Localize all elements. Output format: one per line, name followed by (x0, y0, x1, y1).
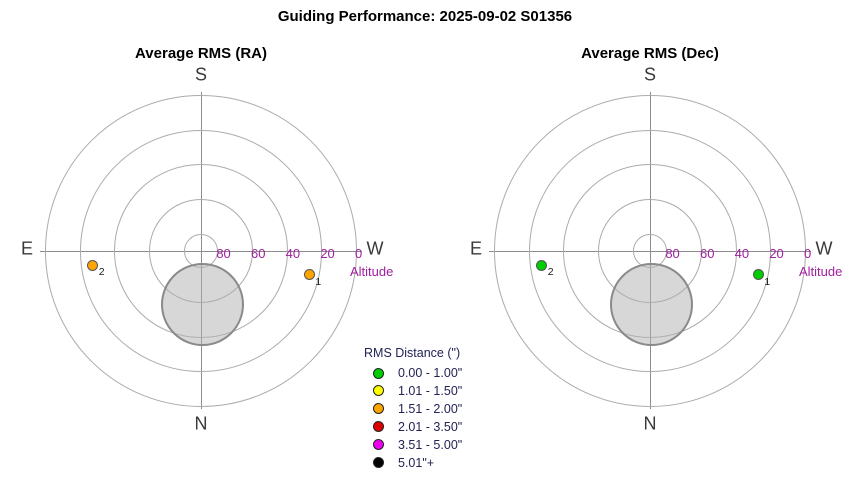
horizon-obstruction-circle (609, 262, 693, 346)
compass-label-n: N (194, 413, 208, 434)
legend-label: 3.51 - 5.00" (398, 437, 463, 452)
altitude-tick-label: 40 (734, 246, 750, 261)
grid-circle-alt-0 (494, 95, 806, 407)
altitude-tick-label: 20 (320, 246, 335, 261)
data-point-label: 1 (315, 275, 322, 288)
data-point (303, 269, 315, 281)
altitude-tick-label: 60 (251, 246, 266, 261)
legend-swatch (373, 421, 384, 433)
legend-swatch (373, 439, 384, 451)
altitude-tick-label: 60 (700, 246, 715, 261)
legend-label: 0.00 - 1.00" (398, 366, 463, 380)
altitude-tick-label: 20 (769, 246, 784, 261)
chart-title-dec: Average RMS (Dec) (581, 45, 719, 62)
page-title: Guiding Performance: 2025-09-02 S01356 (277, 8, 573, 25)
compass-label-n: N (643, 413, 657, 434)
compass-label-e: E (20, 238, 34, 259)
legend-label: 1.51 - 2.00" (398, 401, 463, 416)
compass-label-s: S (194, 64, 208, 85)
data-point (536, 259, 548, 271)
compass-label-e: E (469, 238, 483, 259)
altitude-tick-label: 0 (355, 246, 363, 261)
legend-swatch (373, 403, 384, 415)
data-point-label: 1 (764, 275, 771, 288)
altitude-tick-label: 80 (216, 246, 231, 261)
altitude-axis-label: Altitude (350, 264, 394, 279)
chart-title-ra: Average RMS (RA) (135, 45, 267, 62)
data-point-label: 2 (547, 266, 554, 279)
legend-label: 5.01"+ (398, 455, 435, 470)
legend-swatch (373, 457, 384, 468)
grid-circle-alt-0 (45, 95, 357, 407)
compass-label-w: W (815, 238, 833, 259)
data-point-label: 2 (98, 266, 105, 279)
data-point (87, 259, 99, 271)
legend-swatch (373, 367, 384, 379)
data-point (752, 269, 764, 281)
compass-label-s: S (643, 64, 657, 85)
legend-swatch (373, 385, 384, 397)
altitude-tick-label: 40 (285, 246, 301, 261)
altitude-tick-label: 0 (804, 246, 812, 261)
horizon-obstruction-circle (160, 262, 244, 346)
legend-label: 1.01 - 1.50" (398, 383, 463, 398)
legend-label: 2.01 - 3.50" (398, 419, 463, 434)
altitude-tick-label: 80 (665, 246, 680, 261)
legend-title: RMS Distance (") (364, 346, 461, 360)
compass-label-w: W (366, 238, 384, 259)
altitude-axis-label: Altitude (799, 264, 843, 279)
